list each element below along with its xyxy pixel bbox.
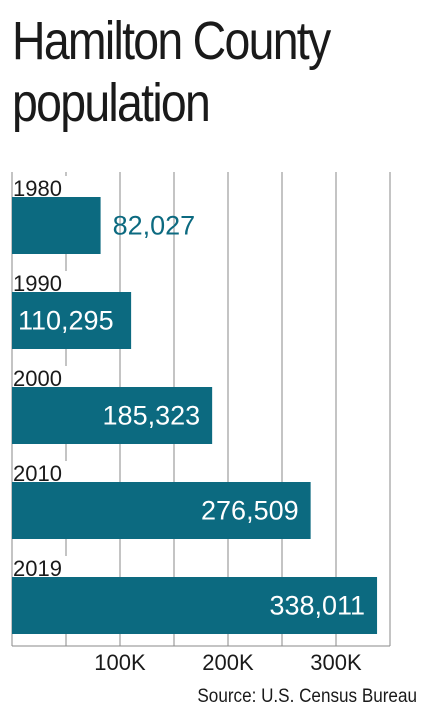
chart-title-line-1: Hamilton County bbox=[12, 11, 331, 71]
category-label-backing bbox=[13, 461, 77, 483]
category-label-backing bbox=[13, 271, 77, 293]
bar bbox=[12, 387, 213, 444]
bar bbox=[12, 577, 378, 634]
value-label: 338,011 bbox=[269, 591, 365, 621]
category-label-backing bbox=[13, 176, 77, 198]
x-tick-label: 200K bbox=[202, 650, 254, 675]
category-label: 2010 bbox=[13, 461, 62, 486]
category-label-backing bbox=[13, 366, 77, 388]
bar bbox=[12, 482, 311, 539]
chart-title: Hamilton County population bbox=[12, 10, 365, 134]
category-label: 1980 bbox=[13, 176, 62, 201]
category-label: 2019 bbox=[13, 556, 62, 581]
value-label: 185,323 bbox=[103, 401, 201, 431]
category-label: 1990 bbox=[13, 271, 62, 296]
value-label: 82,027 bbox=[113, 211, 196, 241]
category-label-backing bbox=[13, 556, 77, 578]
value-label: 110,295 bbox=[18, 306, 114, 336]
x-tick-label: 100K bbox=[94, 650, 146, 675]
source-note: Source: U.S. Census Bureau bbox=[197, 686, 417, 707]
chart-title-line-2: population bbox=[12, 73, 211, 133]
category-label: 2000 bbox=[13, 366, 62, 391]
x-tick-label: 300K bbox=[310, 650, 362, 675]
value-label: 276,509 bbox=[201, 496, 299, 526]
bar bbox=[12, 292, 132, 349]
bar bbox=[12, 197, 101, 254]
